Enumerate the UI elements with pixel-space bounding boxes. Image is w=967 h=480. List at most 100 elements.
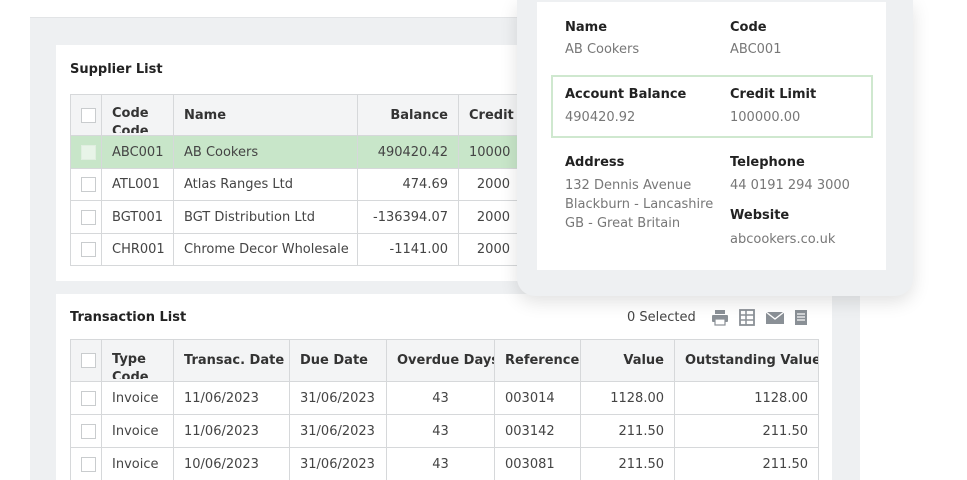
column-header-type-overflow: Code [112, 369, 149, 379]
supplier-balance: -1141.00 [357, 233, 459, 266]
column-header-credit-limit[interactable]: Credit L [458, 94, 521, 136]
column-header-outstanding-value[interactable]: Outstanding Value [674, 339, 819, 382]
detail-code-value: ABC001 [730, 42, 782, 57]
detail-balance-value: 490420.92 [565, 110, 636, 125]
detail-code-label: Code [730, 20, 767, 35]
column-header-transac-date[interactable]: Transac. Date [173, 339, 290, 382]
due-date: 31/06/2023 [289, 447, 387, 480]
document-icon[interactable] [792, 309, 810, 326]
supplier-code: ABC001 [101, 135, 174, 169]
row-checkbox-cell[interactable] [70, 414, 102, 448]
row-checkbox[interactable] [81, 144, 96, 160]
reference: 003081 [494, 447, 581, 480]
row-checkbox[interactable] [81, 242, 96, 257]
supplier-name: BGT Distribution Ltd [173, 200, 358, 234]
column-header-reference[interactable]: Reference [494, 339, 581, 382]
supplier-name: AB Cookers [173, 135, 358, 169]
row-checkbox-cell[interactable] [70, 233, 102, 266]
transaction-date: 11/06/2023 [173, 381, 290, 415]
select-all-checkbox[interactable] [81, 107, 96, 123]
column-header-code[interactable]: Code Code [101, 94, 174, 136]
supplier-credit: 2000 [458, 200, 521, 234]
supplier-list-title: Supplier List [70, 62, 163, 77]
supplier-name: Chrome Decor Wholesale [173, 233, 358, 266]
detail-name-label: Name [565, 20, 608, 35]
column-header-code-overflow: Code [112, 124, 149, 133]
row-checkbox[interactable] [81, 390, 96, 406]
overdue-days: 43 [386, 414, 495, 448]
table-row[interactable]: ATL001 Atlas Ranges Ltd 474.69 2000 [70, 168, 521, 201]
detail-address-line2: Blackburn - Lancashire [565, 197, 714, 212]
row-checkbox-cell[interactable] [70, 135, 102, 169]
row-checkbox-cell[interactable] [70, 447, 102, 480]
transaction-type: Invoice [101, 381, 174, 415]
row-checkbox[interactable] [81, 456, 96, 472]
supplier-credit: 2000 [458, 233, 521, 266]
top-header-strip [30, 0, 520, 18]
column-header-code-label: Code [112, 106, 149, 121]
table-row[interactable]: Invoice 10/06/2023 31/06/2023 43 003081 … [70, 447, 819, 480]
printer-icon[interactable] [711, 309, 729, 326]
supplier-credit: 2000 [458, 168, 521, 201]
detail-address-line3: GB - Great Britain [565, 216, 681, 231]
detail-credit-value: 100000.00 [730, 110, 801, 125]
transaction-date: 10/06/2023 [173, 447, 290, 480]
value: 211.50 [580, 414, 675, 448]
due-date: 31/06/2023 [289, 414, 387, 448]
detail-website-label: Website [730, 208, 790, 223]
column-header-due-date[interactable]: Due Date [289, 339, 387, 382]
detail-name-value: AB Cookers [565, 42, 640, 57]
column-header-balance[interactable]: Balance [357, 94, 459, 136]
table-row[interactable]: CHR001 Chrome Decor Wholesale -1141.00 2… [70, 233, 521, 266]
detail-credit-label: Credit Limit [730, 87, 817, 102]
reference: 003014 [494, 381, 581, 415]
overdue-days: 43 [386, 381, 495, 415]
row-checkbox-cell[interactable] [70, 381, 102, 415]
grid-icon[interactable] [738, 309, 756, 326]
table-row[interactable]: Invoice 11/06/2023 31/06/2023 43 003142 … [70, 414, 819, 448]
row-checkbox[interactable] [81, 423, 96, 439]
reference: 003142 [494, 414, 581, 448]
table-row[interactable]: ABC001 AB Cookers 490420.42 10000 [70, 135, 521, 169]
overdue-days: 43 [386, 447, 495, 480]
detail-telephone-label: Telephone [730, 155, 805, 170]
transaction-date: 11/06/2023 [173, 414, 290, 448]
transaction-type: Invoice [101, 447, 174, 480]
due-date: 31/06/2023 [289, 381, 387, 415]
select-all-checkbox-cell[interactable] [70, 94, 102, 136]
column-header-overdue-days[interactable]: Overdue Days [386, 339, 495, 382]
row-checkbox[interactable] [81, 209, 96, 225]
value: 1128.00 [580, 381, 675, 415]
select-all-checkbox-cell[interactable] [70, 339, 102, 382]
transaction-table: Type Code Transac. Date Due Date Overdue … [70, 339, 819, 480]
supplier-balance: 490420.42 [357, 135, 459, 169]
transaction-list-title: Transaction List [70, 310, 187, 325]
supplier-balance: -136394.07 [357, 200, 459, 234]
select-all-checkbox[interactable] [81, 353, 96, 368]
row-checkbox-cell[interactable] [70, 168, 102, 201]
row-checkbox[interactable] [81, 177, 96, 192]
value: 211.50 [580, 447, 675, 480]
detail-telephone-value: 44 0191 294 3000 [730, 178, 850, 193]
outstanding-value: 211.50 [674, 414, 819, 448]
supplier-balance: 474.69 [357, 168, 459, 201]
supplier-code: BGT001 [101, 200, 174, 234]
column-header-type[interactable]: Type Code [101, 339, 174, 382]
mail-icon[interactable] [765, 309, 785, 326]
column-header-value[interactable]: Value [580, 339, 675, 382]
detail-website-link[interactable]: abcookers.co.uk [730, 232, 836, 247]
table-row[interactable]: BGT001 BGT Distribution Ltd -136394.07 2… [70, 200, 521, 234]
column-header-name[interactable]: Name [173, 94, 358, 136]
balance-highlight-box [551, 75, 873, 138]
column-header-type-label: Type [112, 351, 146, 367]
row-checkbox-cell[interactable] [70, 200, 102, 234]
transaction-type: Invoice [101, 414, 174, 448]
outstanding-value: 211.50 [674, 447, 819, 480]
detail-address-label: Address [565, 155, 625, 170]
detail-balance-label: Account Balance [565, 87, 687, 102]
table-row[interactable]: Invoice 11/06/2023 31/06/2023 43 003014 … [70, 381, 819, 415]
supplier-code: ATL001 [101, 168, 174, 201]
supplier-code: CHR001 [101, 233, 174, 266]
outstanding-value: 1128.00 [674, 381, 819, 415]
supplier-credit: 10000 [458, 135, 521, 169]
